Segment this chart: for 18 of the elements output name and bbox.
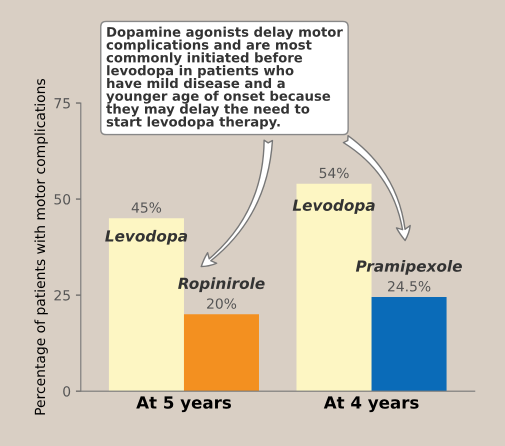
y-tick-label: 25 xyxy=(54,290,70,301)
data-label: 54% xyxy=(320,168,349,178)
x-tick-label: At 5 years xyxy=(136,396,231,412)
x-tick-label: At 4 years xyxy=(324,396,419,412)
annotation: Pramipexole xyxy=(356,260,462,275)
text: Levodopa xyxy=(292,199,375,214)
data-label: 45% xyxy=(132,202,162,213)
data-label: 24.5% xyxy=(388,281,430,292)
bar xyxy=(184,314,259,392)
bar xyxy=(372,297,447,392)
y-tick-label: 50 xyxy=(54,194,70,205)
data-label: 20% xyxy=(207,298,236,309)
y-tick-label: 75 xyxy=(54,98,70,108)
series-label: Levodopa xyxy=(105,230,188,245)
y-tick-label: 0 xyxy=(63,386,70,397)
annotation: Ropinirole xyxy=(178,277,265,292)
y-axis-title: Percentage of patients with motor complications xyxy=(34,78,48,415)
annotation: Dopamine agonists delay motor complications and are most commonly initiated before levodopa in patients who have mild disease and a younger age of onset because they may delay the need to start levodopa therapy. xyxy=(106,26,343,130)
